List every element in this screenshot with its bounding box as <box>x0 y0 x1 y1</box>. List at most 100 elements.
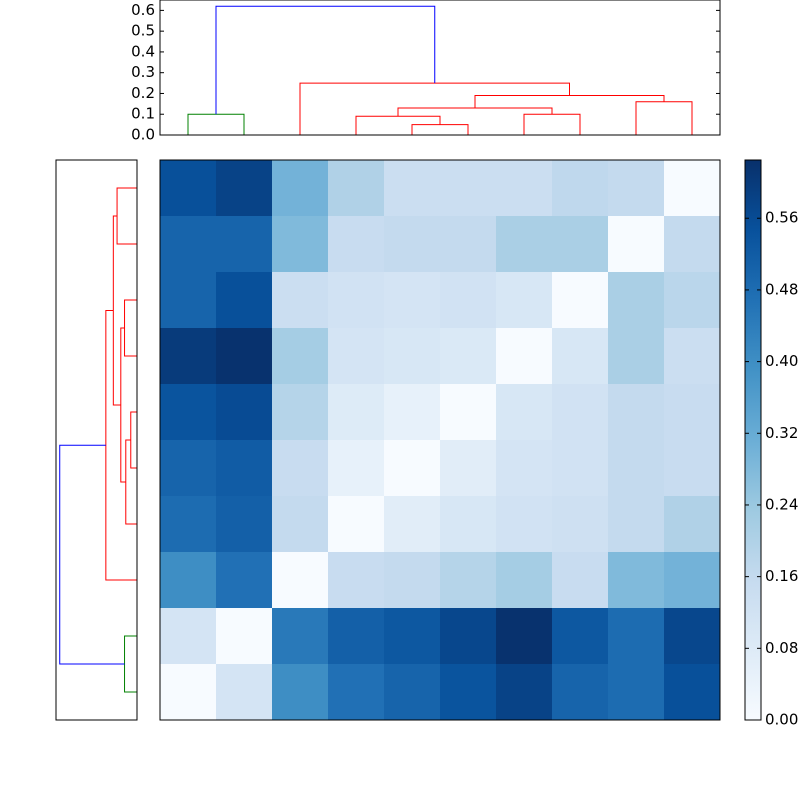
heatmap-cell <box>216 216 273 273</box>
colorbar-tick-label: 0.56 <box>765 209 798 227</box>
heatmap-cell <box>160 384 217 441</box>
heatmap-cell <box>160 664 217 721</box>
heatmap-cell <box>216 328 273 385</box>
heatmap-cell <box>216 384 273 441</box>
heatmap-cell <box>552 552 609 609</box>
heatmap-cell <box>608 160 665 217</box>
heatmap-cell <box>328 160 385 217</box>
heatmap-cell <box>328 384 385 441</box>
heatmap-cell <box>440 216 497 273</box>
heatmap-cell <box>440 160 497 217</box>
heatmap-cell <box>160 496 217 553</box>
heatmap-cell <box>328 272 385 329</box>
axes-frame <box>159 0 721 136</box>
heatmap-cell <box>272 664 329 721</box>
heatmap-cell <box>608 608 665 665</box>
heatmap-cell <box>216 664 273 721</box>
heatmap-cell <box>608 272 665 329</box>
heatmap-cell <box>328 216 385 273</box>
heatmap-cell <box>384 216 441 273</box>
heatmap-cell <box>608 440 665 497</box>
heatmap-cell <box>552 664 609 721</box>
heatmap-cell <box>608 664 665 721</box>
colorbar-tick-label: 0.32 <box>765 424 798 442</box>
colorbar-tick-label: 0.08 <box>765 639 798 657</box>
dendrogram-link <box>105 310 137 581</box>
heatmap-cell <box>440 328 497 385</box>
heatmap-cell <box>160 608 217 665</box>
heatmap-cell <box>608 216 665 273</box>
heatmap-cell <box>552 440 609 497</box>
heatmap-cell <box>216 160 273 217</box>
heatmap-cell <box>552 496 609 553</box>
y-tick-label: 0.1 <box>131 105 155 123</box>
dendrogram-link <box>187 113 245 135</box>
heatmap-cell <box>384 440 441 497</box>
heatmap-cell <box>160 160 217 217</box>
heatmap-cell <box>328 328 385 385</box>
dendrogram-link <box>59 444 125 665</box>
heatmap-cell <box>216 496 273 553</box>
heatmap-cell <box>552 384 609 441</box>
heatmap-cell <box>664 160 721 217</box>
heatmap-cell <box>496 608 553 665</box>
heatmap-cell <box>664 216 721 273</box>
heatmap-cell <box>384 496 441 553</box>
heatmap-cell <box>552 328 609 385</box>
heatmap-cell <box>272 272 329 329</box>
heatmap-cell <box>608 496 665 553</box>
heatmap-cell <box>552 608 609 665</box>
heatmap-cell <box>216 608 273 665</box>
colorbar <box>744 159 762 721</box>
heatmap-cell <box>664 440 721 497</box>
heatmap-cell <box>440 272 497 329</box>
heatmap-cell <box>384 664 441 721</box>
dendrogram-link <box>474 95 665 108</box>
colorbar-tick-label: 0.40 <box>765 352 798 370</box>
dendrogram-link <box>635 101 693 135</box>
y-tick-label: 0.6 <box>131 1 155 19</box>
heatmap-cell <box>496 552 553 609</box>
heatmap-cell <box>440 496 497 553</box>
heatmap-cell <box>384 160 441 217</box>
y-tick-label: 0.5 <box>131 22 155 40</box>
heatmap-cell <box>440 608 497 665</box>
heatmap-cell <box>272 384 329 441</box>
colorbar-tick-label: 0.16 <box>765 567 798 585</box>
dendrogram-link <box>411 124 469 135</box>
heatmap-cell <box>272 440 329 497</box>
y-tick-label: 0.3 <box>131 63 155 81</box>
heatmap-cell <box>496 328 553 385</box>
heatmap-cell <box>608 552 665 609</box>
heatmap-cell <box>328 496 385 553</box>
dendrogram-link <box>523 113 581 135</box>
heatmap-cell <box>440 384 497 441</box>
heatmap-cell <box>160 328 217 385</box>
heatmap-cell <box>440 664 497 721</box>
heatmap-cell <box>552 216 609 273</box>
dendrogram-link <box>116 187 137 245</box>
heatmap-cell <box>328 664 385 721</box>
heatmap-cell <box>160 552 217 609</box>
dendrogram-link <box>124 635 137 693</box>
heatmap-cell <box>552 272 609 329</box>
heatmap-cell <box>552 160 609 217</box>
y-tick-label: 0.4 <box>131 42 155 60</box>
heatmap-cell <box>496 160 553 217</box>
dendrogram-link <box>355 115 441 135</box>
axes-frame <box>159 159 721 721</box>
heatmap-cell <box>384 384 441 441</box>
heatmap-cell <box>440 440 497 497</box>
heatmap-cell <box>664 608 721 665</box>
heatmap-cell <box>664 664 721 721</box>
colorbar-tick-label: 0.48 <box>765 280 798 298</box>
heatmap-cell <box>216 440 273 497</box>
heatmap-cell <box>664 272 721 329</box>
heatmap-cell <box>272 216 329 273</box>
y-tick-label: 0.2 <box>131 84 155 102</box>
dendrogram-link <box>215 5 436 115</box>
dendrogram-link <box>397 107 553 117</box>
heatmap-cell <box>160 272 217 329</box>
heatmap-cell <box>384 328 441 385</box>
heatmap-cell <box>496 440 553 497</box>
